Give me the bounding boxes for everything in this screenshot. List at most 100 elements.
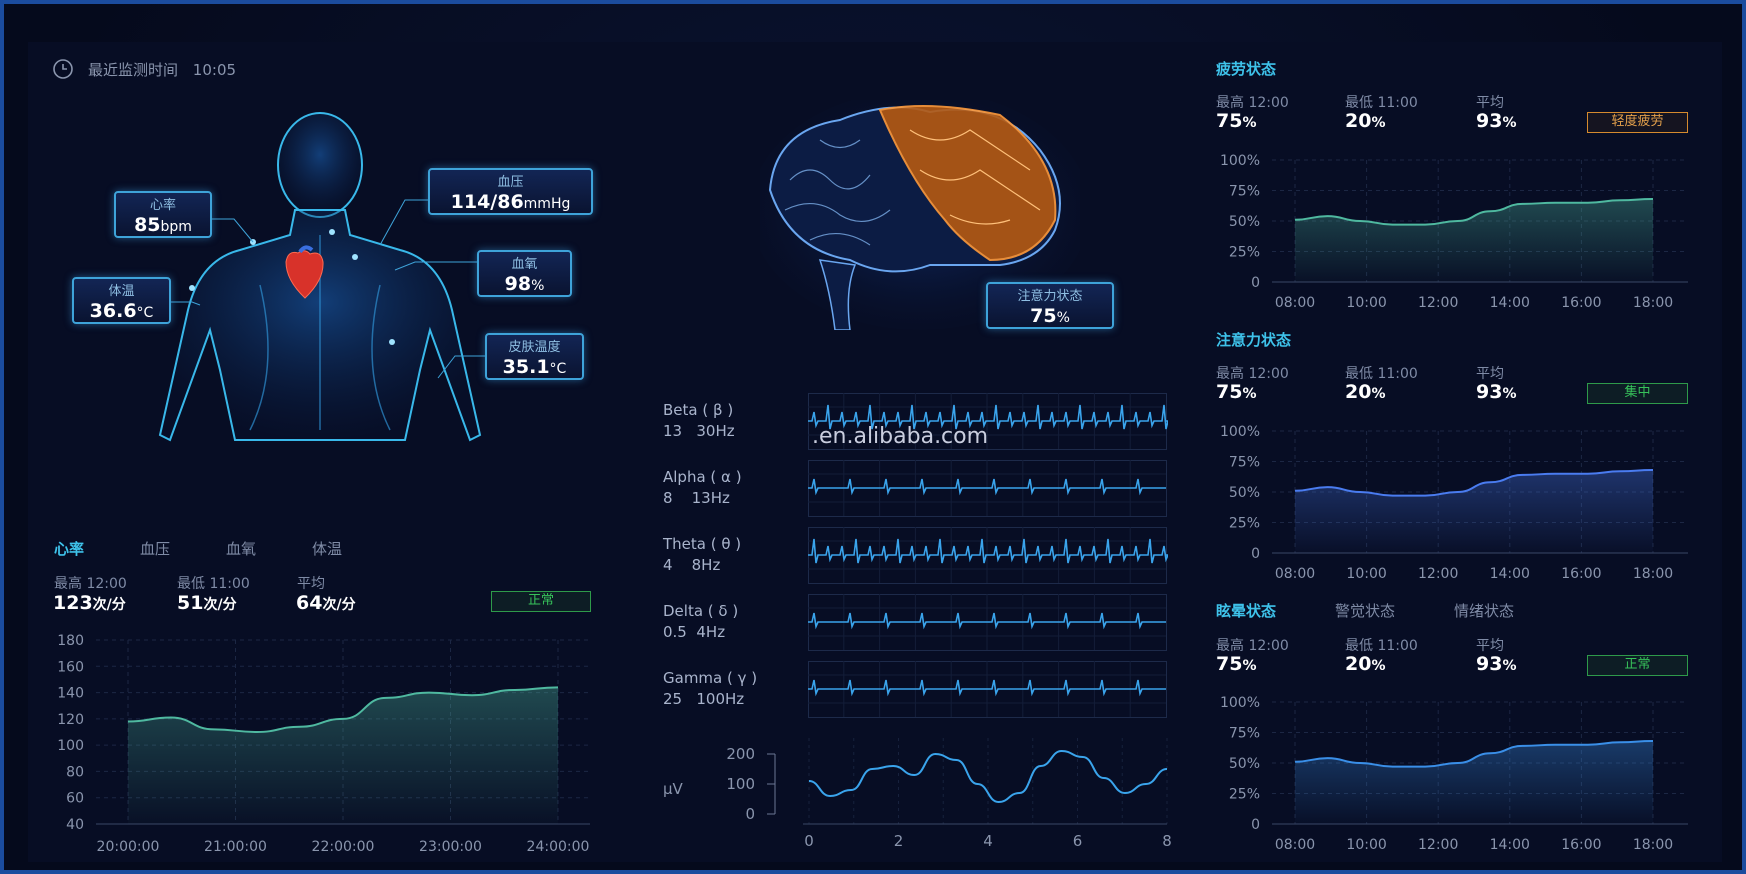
- dizziness-max-value-group: 75%: [1216, 653, 1256, 675]
- fatigue-min-value-group: 20%: [1345, 110, 1385, 132]
- x-tick-label: 12:00: [1418, 566, 1458, 581]
- y-tick-label: 80: [66, 764, 84, 780]
- fatigue-title: 疲劳状态: [1216, 60, 1277, 78]
- attention-min-value-group: 20%: [1345, 381, 1385, 403]
- eeg-band-name: Gamma ( γ ): [663, 669, 758, 687]
- hr-avg-label: 平均: [297, 576, 325, 592]
- x-tick-label: 16:00: [1561, 566, 1601, 581]
- attention-card: 注意力状态 75%: [986, 282, 1114, 329]
- x-tick-label: 0: [804, 832, 814, 850]
- series-area: [1295, 470, 1653, 553]
- attention-card-label: 注意力状态: [1017, 289, 1083, 304]
- hr-avg-value: 64: [296, 592, 323, 614]
- series-area: [1295, 199, 1653, 282]
- tab-emotion[interactable]: 情绪状态: [1454, 602, 1515, 620]
- x-tick-label: 4: [983, 832, 993, 850]
- x-tick-label: 18:00: [1633, 566, 1673, 581]
- hr-avg: 64次/分: [296, 592, 356, 614]
- eeg-wave-panel: [808, 460, 1167, 517]
- x-tick-label: 10:00: [1346, 566, 1386, 581]
- series-line: [808, 749, 1168, 804]
- x-tick-label: 08:00: [1275, 837, 1315, 853]
- attention-min-label: 最低 11:00: [1345, 366, 1418, 382]
- blood-oxygen-card: 血氧 98%: [477, 250, 572, 297]
- attention-max-unit: %: [1242, 386, 1257, 402]
- eeg-band-range: 0.5 4Hz: [663, 623, 726, 641]
- hr-max-unit: 次/分: [92, 597, 126, 613]
- dizziness-min-unit: %: [1371, 658, 1386, 674]
- eeg-wave-line: [808, 538, 1168, 564]
- y-axis-label: μV: [663, 780, 684, 798]
- tab-body-temp[interactable]: 体温: [312, 540, 343, 558]
- skin-temp-card: 皮肤温度 35.1°C: [485, 333, 584, 380]
- x-tick-label: 18:00: [1633, 837, 1673, 853]
- skin-temp-unit: °C: [549, 361, 567, 377]
- dizziness-min-label: 最低 11:00: [1345, 638, 1418, 654]
- dizziness-min-value: 20: [1345, 653, 1372, 675]
- y-tick-label: 0: [1251, 546, 1260, 562]
- watermark-text: .en.alibaba.com: [812, 424, 989, 449]
- blood-pressure-value: 114/86: [450, 191, 524, 213]
- attention-avg-unit: %: [1502, 386, 1517, 402]
- attention-card-unit: %: [1056, 310, 1070, 326]
- y-tick-label: 0: [1251, 275, 1260, 291]
- fatigue-chart: 0 25% 50% 75% 100% 08:00 10:00 12:00 14:00 16:00 1…: [1220, 153, 1688, 310]
- eeg-wave-panel: [808, 661, 1167, 718]
- attention-avg-value: 93: [1476, 381, 1503, 403]
- attention-chart: 0 25% 50% 75% 100% 08:00 10:00 12:00 14:00 16:00 1…: [1220, 424, 1688, 581]
- tab-blood-oxygen[interactable]: 血氧: [226, 540, 257, 558]
- blood-oxygen-value: 98: [504, 273, 532, 295]
- attention-card-value: 75: [1030, 305, 1057, 327]
- body-temp-value: 36.6: [89, 300, 137, 322]
- y-tick-label: 75%: [1229, 455, 1260, 471]
- hr-max-value: 123: [53, 592, 93, 614]
- attention-status-badge: 集中: [1587, 383, 1688, 404]
- eeg-wave-panel: [808, 594, 1167, 651]
- series-line: [127, 686, 559, 734]
- recent-monitor-label: 最近监测时间: [88, 61, 179, 79]
- x-tick-label: 6: [1073, 832, 1083, 850]
- dizziness-avg-label: 平均: [1476, 638, 1504, 654]
- series-area: [1295, 741, 1653, 824]
- fatigue-avg-value-group: 93%: [1476, 110, 1516, 132]
- eeg-wave-panel: [808, 393, 1168, 450]
- eeg-wave-line: [808, 478, 1166, 496]
- heart-rate-value: 85: [134, 214, 161, 236]
- hr-min-label: 最低 11:00: [177, 576, 250, 592]
- y-tick-label: 75%: [1229, 726, 1260, 742]
- x-tick-label: 16:00: [1561, 837, 1601, 853]
- x-tick-label: 12:00: [1418, 295, 1458, 310]
- x-tick-label: 12:00: [1418, 837, 1458, 853]
- skin-temp-value: 35.1: [502, 356, 550, 378]
- fatigue-max-label: 最高 12:00: [1216, 95, 1289, 111]
- skin-temp-label: 皮肤温度: [508, 340, 561, 355]
- y-tick-label: 200: [726, 745, 755, 763]
- brain-figure: [760, 100, 1080, 330]
- attention-min-unit: %: [1371, 386, 1386, 402]
- x-tick-label: 18:00: [1633, 295, 1673, 310]
- x-tick-label: 08:00: [1275, 295, 1315, 310]
- dizziness-avg-value-group: 93%: [1476, 653, 1516, 675]
- dizziness-max-label: 最高 12:00: [1216, 638, 1289, 654]
- blood-pressure-card: 血压 114/86mmHg: [428, 168, 593, 215]
- x-tick-label: 14:00: [1490, 837, 1530, 853]
- y-tick-label: 25%: [1229, 787, 1260, 803]
- dizziness-max-value: 75: [1216, 653, 1243, 675]
- hr-avg-unit: 次/分: [322, 597, 356, 613]
- hr-min-unit: 次/分: [203, 597, 237, 613]
- eeg-band-name: Delta ( δ ): [663, 602, 739, 620]
- blood-pressure-label: 血压: [497, 175, 524, 190]
- heart-rate-label: 心率: [149, 198, 176, 213]
- hr-max: 123次/分: [53, 592, 126, 614]
- x-tick-label: 14:00: [1490, 566, 1530, 581]
- dizziness-title[interactable]: 眩晕状态: [1216, 602, 1277, 620]
- eeg-band-range: 4 8Hz: [663, 556, 721, 574]
- tab-alertness[interactable]: 警觉状态: [1335, 602, 1396, 620]
- eeg-band-range: 13 30Hz: [663, 422, 735, 440]
- tab-blood-pressure[interactable]: 血压: [140, 540, 171, 558]
- eeg-band-range: 25 100Hz: [663, 690, 745, 708]
- attention-max-value: 75: [1216, 381, 1243, 403]
- x-tick-label: 8: [1162, 832, 1172, 850]
- body-temp-label: 体温: [108, 284, 135, 299]
- tab-heart-rate[interactable]: 心率: [54, 540, 85, 558]
